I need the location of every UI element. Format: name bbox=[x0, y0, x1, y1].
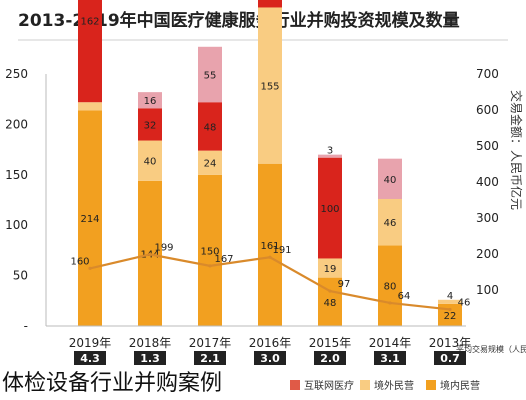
bar-segment bbox=[198, 150, 222, 175]
line-point bbox=[88, 266, 92, 270]
line-point bbox=[328, 289, 332, 293]
avg-size-box bbox=[134, 351, 166, 365]
left-tick-label: 150 bbox=[5, 168, 28, 182]
bar-data-label: 100 bbox=[320, 204, 339, 215]
avg-size-box bbox=[314, 351, 346, 365]
bar-data-label: 155 bbox=[260, 82, 279, 93]
legend-swatch bbox=[290, 380, 300, 390]
bar-data-label: 161 bbox=[260, 241, 279, 252]
line-point bbox=[268, 255, 272, 259]
category-label: 2015年 bbox=[309, 336, 352, 350]
right-tick-label: 500 bbox=[476, 139, 499, 153]
bar-data-label: 22 bbox=[444, 311, 457, 322]
category-label: 2017年 bbox=[189, 336, 232, 350]
legend-swatch bbox=[426, 380, 436, 390]
legend-label: 互联网医疗 bbox=[304, 379, 354, 392]
line-data-label: 64 bbox=[398, 291, 411, 302]
category-label: 2013年 bbox=[429, 336, 472, 350]
avg-size-box bbox=[74, 351, 106, 365]
bar-data-label: 80 bbox=[384, 282, 397, 293]
bar-data-label: 16 bbox=[144, 96, 157, 107]
bar-segment bbox=[198, 46, 222, 103]
avg-size-value: 3.0 bbox=[260, 352, 280, 365]
bar-data-label: 40 bbox=[384, 175, 397, 186]
line-data-label: 167 bbox=[214, 254, 233, 265]
avg-size-value: 2.0 bbox=[320, 352, 340, 365]
avg-size-box bbox=[194, 351, 226, 365]
bar-segment bbox=[318, 157, 342, 259]
right-tick-label: 700 bbox=[476, 67, 499, 81]
right-tick-label: 200 bbox=[476, 247, 499, 261]
bar-data-label: 55 bbox=[204, 71, 217, 82]
bar-segment bbox=[438, 299, 462, 304]
legend-label: 境外民营 bbox=[374, 379, 414, 392]
line-data-label: 199 bbox=[154, 242, 173, 253]
chart-title: 2013-2019年中国医疗健康服务行业并购投资规模及数量 bbox=[18, 10, 460, 31]
bar-data-label: 48 bbox=[324, 298, 337, 309]
category-label: 2014年 bbox=[369, 336, 412, 350]
bar-data-label: 162 bbox=[80, 17, 99, 28]
avg-size-box bbox=[374, 351, 406, 365]
bar-data-label: 48 bbox=[204, 122, 217, 133]
bar-data-label: 214 bbox=[80, 214, 99, 225]
bar-segment bbox=[378, 198, 402, 246]
avg-size-value: 2.1 bbox=[200, 352, 220, 365]
left-tick-label: 250 bbox=[5, 67, 28, 81]
bar-segment bbox=[198, 102, 222, 151]
bar-data-label: 32 bbox=[144, 120, 157, 131]
line-data-label: 97 bbox=[338, 279, 351, 290]
avg-size-label: 平均交易规模（人民币亿元） bbox=[456, 344, 526, 354]
avg-size-value: 1.3 bbox=[140, 352, 160, 365]
legend-label: 境内民营 bbox=[440, 379, 480, 392]
right-tick-label: 100 bbox=[476, 283, 499, 297]
right-tick-label: 300 bbox=[476, 211, 499, 225]
avg-size-box bbox=[254, 351, 286, 365]
bar-data-label: 150 bbox=[200, 246, 219, 257]
avg-size-value: 4.3 bbox=[80, 352, 100, 365]
avg-size-value: 3.1 bbox=[380, 352, 400, 365]
bar-data-label: 3 bbox=[327, 146, 333, 157]
line-point bbox=[148, 252, 152, 256]
bar-segment bbox=[78, 110, 102, 327]
bar-segment bbox=[318, 258, 342, 278]
bar-data-label: 46 bbox=[384, 218, 397, 229]
bar-data-label: 4 bbox=[447, 291, 453, 302]
bar-segment bbox=[378, 158, 402, 199]
right-tick-label: 400 bbox=[476, 175, 499, 189]
right-tick-label: 600 bbox=[476, 103, 499, 117]
line-point bbox=[208, 264, 212, 268]
bar-data-label: 19 bbox=[324, 264, 337, 275]
bar-data-label: 24 bbox=[204, 159, 217, 170]
left-tick-label: 200 bbox=[5, 117, 28, 131]
bar-segment bbox=[318, 154, 342, 158]
category-label: 2018年 bbox=[129, 336, 172, 350]
caption: 体检设备行业并购案例 bbox=[2, 371, 223, 396]
line-data-label: 46 bbox=[458, 297, 471, 308]
line-data-label: 160 bbox=[70, 256, 89, 267]
bar-segment bbox=[138, 108, 162, 141]
legend-swatch bbox=[360, 380, 370, 390]
line-point bbox=[448, 307, 452, 312]
right-axis-label: 交易金额：人民币亿元 bbox=[509, 90, 524, 210]
bar-segment bbox=[138, 92, 162, 109]
bar-segment bbox=[258, 0, 282, 8]
bar-segment bbox=[258, 163, 282, 326]
bar-segment bbox=[258, 7, 282, 164]
line-data-label: 191 bbox=[272, 245, 291, 256]
bar-data-label: 40 bbox=[144, 157, 157, 168]
bar-segment bbox=[78, 102, 102, 111]
left-tick-label: - bbox=[24, 319, 28, 333]
left-tick-label: 100 bbox=[5, 218, 28, 232]
left-tick-label: 50 bbox=[13, 269, 28, 283]
category-label: 2019年 bbox=[69, 336, 112, 350]
bar-segment bbox=[78, 0, 102, 103]
avg-size-box bbox=[434, 351, 466, 365]
bar-segment bbox=[378, 245, 402, 326]
bar-segment bbox=[138, 140, 162, 181]
line-point bbox=[388, 301, 392, 305]
category-label: 2016年 bbox=[249, 336, 292, 350]
avg-size-value: 0.7 bbox=[440, 352, 460, 365]
bar-segment bbox=[198, 174, 222, 326]
